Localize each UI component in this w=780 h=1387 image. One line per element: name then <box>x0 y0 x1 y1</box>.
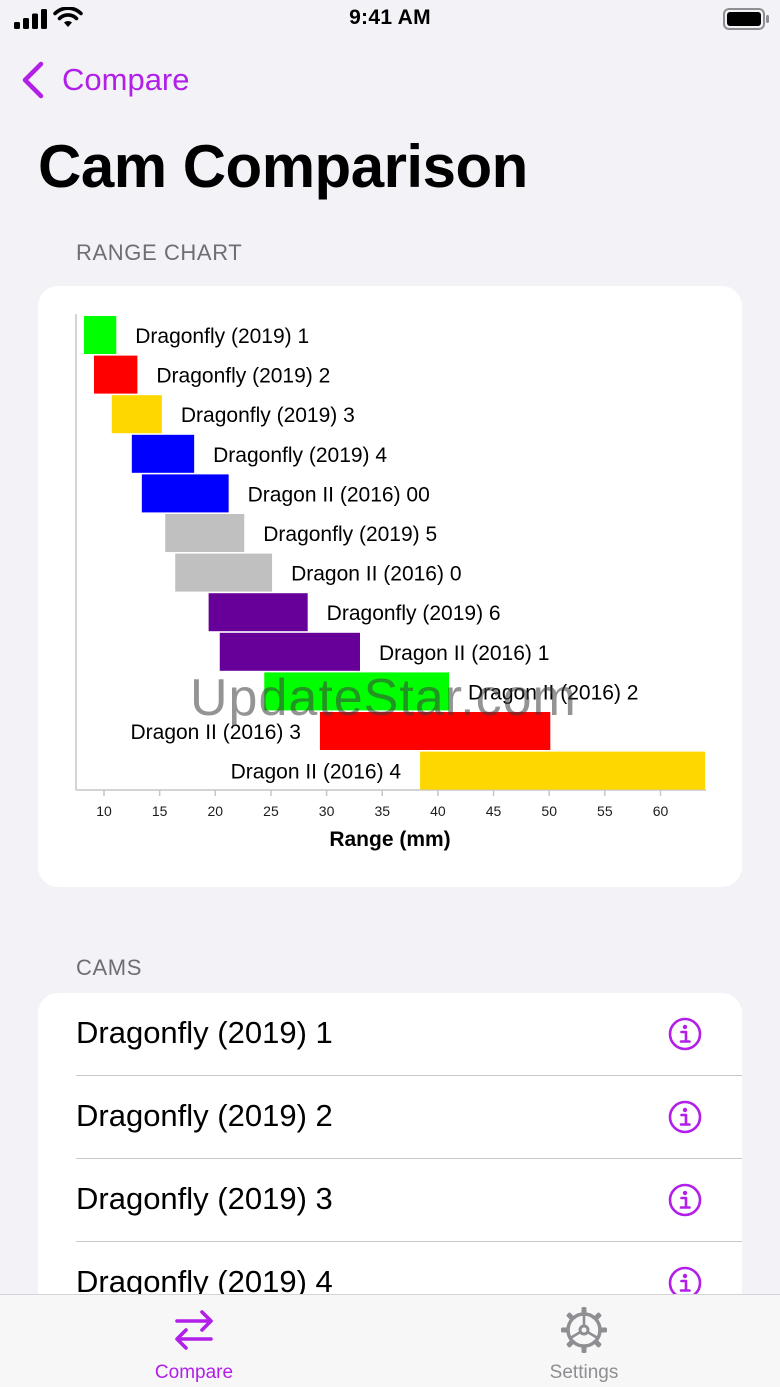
battery-icon <box>723 8 769 30</box>
range-bar <box>219 632 360 671</box>
page-title: Cam Comparison <box>38 133 528 200</box>
signal-icon <box>14 9 47 29</box>
x-tick-label: 15 <box>152 803 168 819</box>
x-tick-label: 40 <box>430 803 446 819</box>
back-button[interactable]: Compare <box>20 58 190 102</box>
info-icon[interactable] <box>668 1183 702 1217</box>
section-header-range-chart: RANGE CHART <box>76 240 243 265</box>
range-bar <box>175 553 273 592</box>
range-bar <box>83 316 117 354</box>
range-bar <box>111 395 162 434</box>
chevron-left-icon <box>22 61 44 99</box>
bar-label: Dragon II (2016) 4 <box>231 761 402 784</box>
row-divider <box>76 1158 742 1159</box>
info-icon[interactable] <box>668 1017 702 1051</box>
bar-label: Dragonfly (2019) 6 <box>327 602 501 625</box>
list-item[interactable]: Dragonfly (2019) 2 <box>38 1076 742 1159</box>
cam-name: Dragonfly (2019) 3 <box>76 1181 333 1216</box>
x-tick-label: 10 <box>96 803 112 819</box>
bar-label: Dragonfly (2019) 4 <box>213 444 387 467</box>
cam-name: Dragonfly (2019) 1 <box>76 1015 333 1050</box>
bar-label: Dragon II (2016) 2 <box>468 681 638 704</box>
x-tick-label: 35 <box>374 803 390 819</box>
list-item[interactable]: Dragonfly (2019) 4 <box>38 1242 742 1303</box>
bar-label: Dragonfly (2019) 5 <box>263 523 437 546</box>
bar-label: Dragon II (2016) 0 <box>291 563 461 586</box>
status-bar: 9:41 AM <box>0 0 780 40</box>
bar-label: Dragonfly (2019) 3 <box>181 404 355 427</box>
bar-label: Dragonfly (2019) 1 <box>135 325 309 348</box>
x-tick-label: 30 <box>319 803 335 819</box>
status-time: 9:41 AM <box>349 6 431 29</box>
x-tick-label: 55 <box>597 803 613 819</box>
range-bar <box>131 434 195 473</box>
info-icon[interactable] <box>668 1100 702 1134</box>
list-item[interactable]: Dragonfly (2019) 1 <box>38 993 742 1076</box>
x-tick-label: 50 <box>541 803 557 819</box>
range-bar <box>264 672 450 711</box>
list-item[interactable]: Dragonfly (2019) 3 <box>38 1159 742 1242</box>
cams-list: Dragonfly (2019) 1 Dragonfly (2019) 2 Dr… <box>38 993 742 1303</box>
tab-settings-label: Settings <box>549 1362 619 1383</box>
x-tick-label: 20 <box>208 803 224 819</box>
bar-label: Dragon II (2016) 1 <box>379 642 549 665</box>
row-divider <box>76 1241 742 1242</box>
gear-icon <box>561 1307 607 1353</box>
x-axis-title: Range (mm) <box>329 828 450 851</box>
row-divider <box>76 1075 742 1076</box>
bar-label: Dragon II (2016) 00 <box>248 483 430 506</box>
tab-bar: Compare Settings <box>0 1294 780 1387</box>
x-tick-label: 60 <box>653 803 669 819</box>
tab-settings[interactable]: Settings <box>454 1295 714 1387</box>
back-button-label: Compare <box>62 62 190 97</box>
range-bar <box>93 355 138 394</box>
cam-name: Dragonfly (2019) 2 <box>76 1098 333 1133</box>
bar-label: Dragonfly (2019) 2 <box>156 365 330 388</box>
range-bar <box>141 474 229 513</box>
bar-label: Dragon II (2016) 3 <box>130 721 300 744</box>
x-tick-label: 25 <box>263 803 279 819</box>
cam-name: Dragonfly (2019) 4 <box>76 1264 333 1299</box>
x-tick-label: 45 <box>486 803 502 819</box>
range-bar <box>165 514 245 552</box>
range-bar <box>420 751 706 790</box>
range-chart-card: 10 15 20 25 30 35 40 45 50 55 60 Dragonfly (2019) 1… <box>38 286 742 887</box>
range-bar <box>319 712 551 750</box>
arrows-swap-icon <box>175 1310 213 1350</box>
range-chart: 10 15 20 25 30 35 40 45 50 55 60 Dragonfly (2019) 1… <box>75 314 706 851</box>
wifi-icon <box>53 7 83 27</box>
range-bar <box>208 593 308 632</box>
tab-compare-label: Compare <box>154 1362 234 1383</box>
section-header-cams: CAMS <box>76 955 142 980</box>
tab-compare[interactable]: Compare <box>64 1295 324 1387</box>
